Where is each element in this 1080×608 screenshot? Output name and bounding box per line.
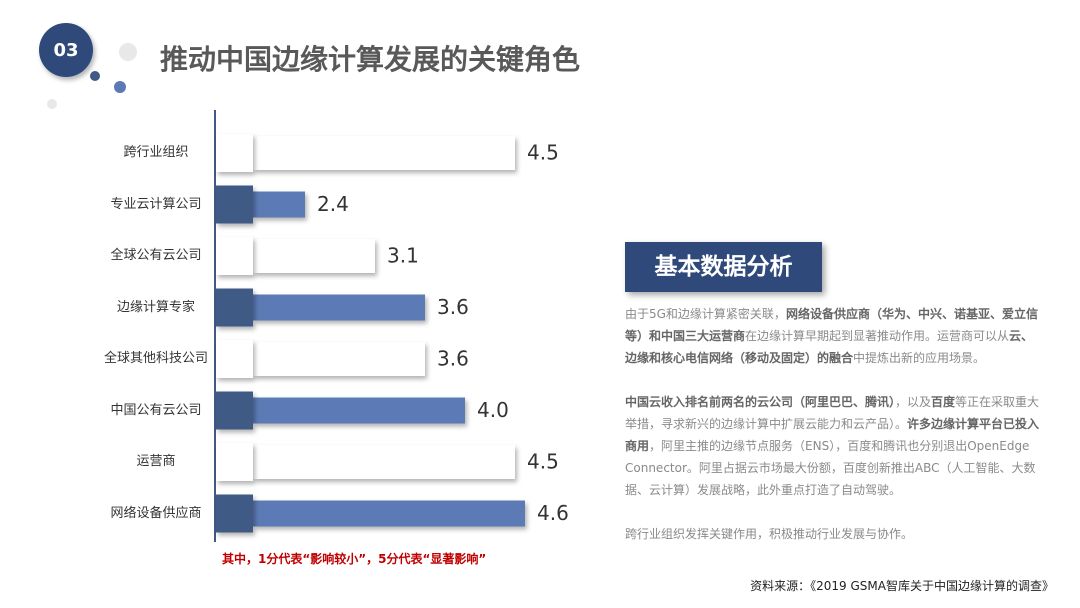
- panel-text: 由于5G和边缘计算紧密关联，网络设备供应商（华为、中兴、诺基亚、爱立信等）和中国…: [625, 303, 1045, 567]
- paragraph: 中国云收入排名前两名的云公司（阿里巴巴、腾讯），以及百度等正在采取重大举措，寻求…: [625, 391, 1045, 501]
- value-label: 3.6: [437, 347, 469, 371]
- bar-cap: [216, 134, 253, 172]
- source: 资料来源：《2019 GSMA智库关于中国边缘计算的调查》: [750, 579, 1054, 593]
- bar-cap: [216, 340, 253, 378]
- text-segment: ，阿里主推的边缘节点服务（ENS），百度和腾讯也分别退出OpenEdge Con…: [625, 439, 1036, 497]
- text-segment: 许多边缘计算平台已投入商用: [625, 417, 1040, 453]
- number-badge: [39, 23, 93, 77]
- bar: [253, 136, 515, 170]
- bar: [253, 397, 465, 424]
- text-segment: 等正在采取重大举措，寻求新兴的边缘计算中扩展云能力和云产品）。: [625, 395, 1040, 431]
- value-label: 4.5: [527, 450, 559, 474]
- bar-cap: [216, 288, 253, 327]
- text-segment: ，以及: [895, 395, 932, 409]
- category-label: 中国公有云公司: [110, 402, 202, 418]
- text-segment: 由于5G和边缘计算紧密关联，: [625, 307, 786, 321]
- value-label: 4.5: [527, 141, 559, 165]
- value-label: 2.4: [317, 192, 349, 216]
- decor: [114, 81, 126, 93]
- category-label: 跨行业组织: [123, 145, 189, 160]
- bar: [253, 191, 305, 218]
- bar: [253, 239, 375, 273]
- bar-cap: [216, 443, 253, 481]
- value-label: 3.6: [437, 295, 469, 319]
- slide-number: 03: [53, 40, 78, 61]
- text-segment: 云、边缘和核心电信网络（移动及固定）的融合: [625, 329, 1034, 365]
- bar: [253, 500, 525, 527]
- bar-cap: [216, 494, 253, 533]
- value-label: 3.1: [387, 244, 419, 268]
- panel-heading: 基本数据分析: [625, 242, 822, 292]
- category-label: 全球公有云公司: [110, 248, 202, 263]
- note: 其中，1分代表“影响较小”，5分代表“显著影响”: [222, 552, 487, 566]
- decor: [90, 71, 100, 81]
- text-segment: 在边缘计算早期起到显著推动作用。运营商可以从: [745, 329, 1010, 343]
- text-segment: 中提炼出新的应用场景。: [853, 351, 986, 365]
- text-segment: 中国云收入排名前两名的云公司（阿里巴巴、腾讯）: [625, 395, 896, 409]
- text-segment: 跨行业组织发挥关键作用，积极推动行业发展与协作。: [625, 527, 914, 541]
- category-label: 边缘计算专家: [116, 299, 195, 315]
- bar: [253, 342, 425, 376]
- bar-cap: [216, 185, 253, 224]
- text-segment: 网络设备供应商（华为、中兴、诺基亚、爱立信等）和中国三大运营商: [625, 307, 1038, 343]
- category-label: 全球其他科技公司: [103, 351, 208, 366]
- bar-cap: [216, 391, 253, 430]
- category-label: 运营商: [136, 454, 176, 469]
- paragraph: 由于5G和边缘计算紧密关联，网络设备供应商（华为、中兴、诺基亚、爱立信等）和中国…: [625, 303, 1045, 369]
- bar: [253, 294, 425, 321]
- category-label: 专业云计算公司: [110, 196, 202, 212]
- text-segment: 百度: [931, 395, 956, 409]
- value-label: 4.0: [477, 398, 509, 422]
- slide-title: 推动中国边缘计算发展的关键角色: [160, 43, 581, 76]
- value-label: 4.6: [537, 501, 569, 525]
- bar: [253, 445, 515, 479]
- decor: [119, 43, 137, 61]
- decor: [47, 99, 57, 109]
- bar-cap: [216, 237, 253, 275]
- paragraph: 跨行业组织发挥关键作用，积极推动行业发展与协作。: [625, 523, 1045, 545]
- category-label: 网络设备供应商: [110, 505, 202, 521]
